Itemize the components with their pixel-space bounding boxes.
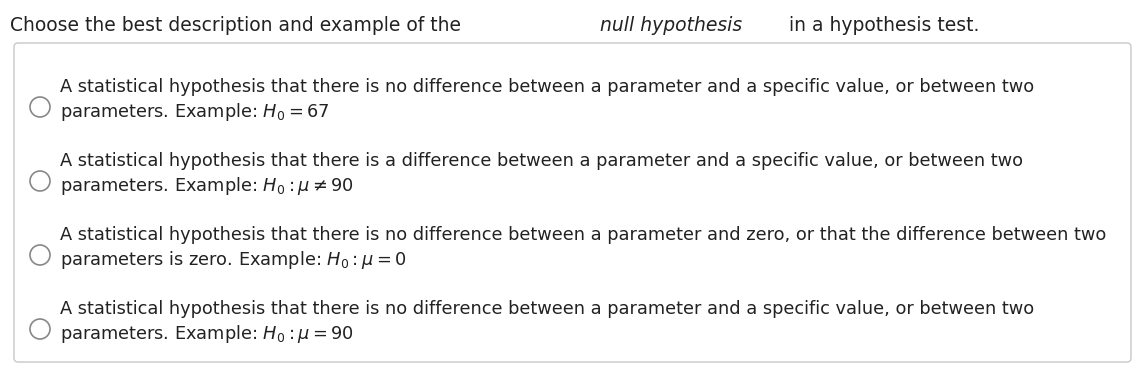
Circle shape — [30, 245, 50, 265]
Text: parameters is zero. Example: $H_0 : \mu = 0$: parameters is zero. Example: $H_0 : \mu … — [60, 249, 406, 271]
Text: A statistical hypothesis that there is no difference between a parameter and zer: A statistical hypothesis that there is n… — [60, 226, 1106, 244]
FancyBboxPatch shape — [14, 43, 1131, 362]
Text: A statistical hypothesis that there is a difference between a parameter and a sp: A statistical hypothesis that there is a… — [60, 152, 1022, 170]
Text: A statistical hypothesis that there is no difference between a parameter and a s: A statistical hypothesis that there is n… — [60, 300, 1034, 318]
Text: Choose the best description and example of the: Choose the best description and example … — [10, 16, 467, 35]
Text: null hypothesis: null hypothesis — [600, 16, 742, 35]
Text: in a hypothesis test.: in a hypothesis test. — [783, 16, 979, 35]
Text: parameters. Example: $H_0 = 67$: parameters. Example: $H_0 = 67$ — [60, 101, 330, 123]
Text: parameters. Example: $H_0 : \mu = 90$: parameters. Example: $H_0 : \mu = 90$ — [60, 323, 354, 345]
Circle shape — [30, 97, 50, 117]
Circle shape — [30, 171, 50, 191]
Text: parameters. Example: $H_0 : \mu \neq 90$: parameters. Example: $H_0 : \mu \neq 90$ — [60, 175, 354, 197]
Text: A statistical hypothesis that there is no difference between a parameter and a s: A statistical hypothesis that there is n… — [60, 78, 1034, 96]
Circle shape — [30, 319, 50, 339]
